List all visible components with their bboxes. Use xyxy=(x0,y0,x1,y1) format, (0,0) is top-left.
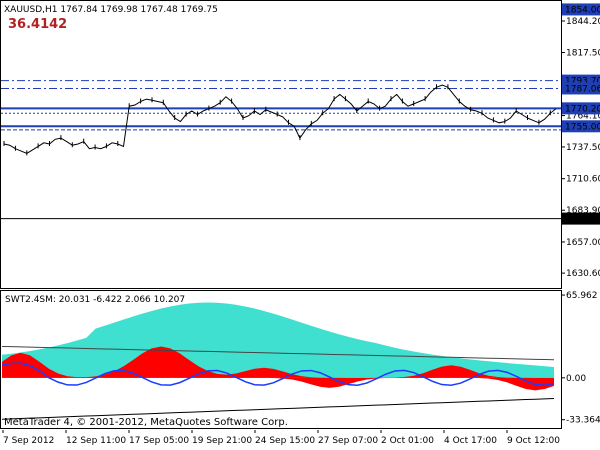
indicator-red-area xyxy=(2,346,554,378)
indicator-axis-label: -33.364 xyxy=(566,416,600,426)
price-axis-label: 1630.60 xyxy=(566,269,600,279)
time-axis-label: 17 Sep 05:00 xyxy=(129,436,189,446)
price-badge: 1854.00 xyxy=(562,3,600,15)
price-axis-label: 1844.20 xyxy=(566,17,600,27)
price-badge: 1755.00 xyxy=(562,120,600,133)
chart-symbol-title: XAUUSD,H1 1767.84 1769.98 1767.48 1769.7… xyxy=(4,5,218,15)
time-axis-label: 19 Sep 21:00 xyxy=(192,436,252,446)
time-axis-label: 27 Sep 07:00 xyxy=(318,436,378,446)
indicator-red-area-negative xyxy=(2,377,554,391)
price-badge-label: 1770.20 xyxy=(565,104,600,114)
indicator-lower-line xyxy=(1,397,555,420)
indicator-title: SWT2.4SM: 20.031 -6.422 2.066 10.207 xyxy=(5,295,185,305)
price-badge-label: 1793.70 xyxy=(565,77,600,87)
price-badge-label: 1755.00 xyxy=(565,122,600,132)
price-axis-label: 1764.10 xyxy=(566,112,600,122)
price-chart-frame xyxy=(0,0,562,289)
time-axis-svg: 7 Sep 2012 12 Sep 11:00 17 Sep 05:00 19 Sep… xyxy=(2,430,560,446)
time-axis: 7 Sep 2012 12 Sep 11:00 17 Sep 05:00 19 Sep… xyxy=(0,430,600,450)
indicator-chart[interactable]: SWT2.4SM: 20.031 -6.422 2.066 10.207 65.9… xyxy=(0,290,600,430)
price-axis-label: 1737.50 xyxy=(566,143,600,153)
indicator-axis-label: 0.00 xyxy=(566,374,586,384)
time-axis-label: 9 Oct 12:00 xyxy=(507,436,560,446)
indicator-axis-label: 65.962 xyxy=(566,291,598,301)
time-axis-label: 2 Oct 01:00 xyxy=(381,436,434,446)
time-axis-label: 4 Oct 17:00 xyxy=(444,436,497,446)
time-axis-label: 24 Sep 15:00 xyxy=(255,436,315,446)
price-chart-pane[interactable]: XAUUSD,H1 1767.84 1769.98 1767.48 1769.7… xyxy=(0,0,600,290)
price-badge: 1787.06 xyxy=(562,82,600,95)
price-axis-label: 1657.00 xyxy=(566,238,600,248)
price-badge: 1676.80 xyxy=(562,212,600,225)
price-axis-label: 1817.50 xyxy=(566,49,600,59)
price-badge-label: 1676.80 xyxy=(565,215,600,225)
indicator-blue-line xyxy=(1,362,555,387)
time-axis-label: 7 Sep 2012 xyxy=(3,436,54,446)
price-badge: 1770.20 xyxy=(562,102,600,115)
indicator-frame xyxy=(0,290,562,429)
price-chart[interactable]: XAUUSD,H1 1767.84 1769.98 1767.48 1769.7… xyxy=(0,0,600,290)
spread-value: 36.4142 xyxy=(8,17,67,32)
indicator-signal-line xyxy=(1,345,555,361)
price-axis-label: 1683.90 xyxy=(566,206,600,216)
indicator-cyan-area xyxy=(2,302,554,378)
price-axis-label: 1710.60 xyxy=(566,175,600,185)
time-axis-label: 12 Sep 11:00 xyxy=(66,436,126,446)
indicator-pane[interactable]: SWT2.4SM: 20.031 -6.422 2.066 10.207 65.9… xyxy=(0,290,600,430)
price-badge-label: 1854.00 xyxy=(565,5,600,15)
copyright-text: MetaTrader 4, © 2001-2012, MetaQuotes So… xyxy=(4,417,288,428)
level-lines xyxy=(1,80,561,220)
price-series-line xyxy=(3,84,557,156)
price-badge-label: 1787.06 xyxy=(565,84,600,94)
